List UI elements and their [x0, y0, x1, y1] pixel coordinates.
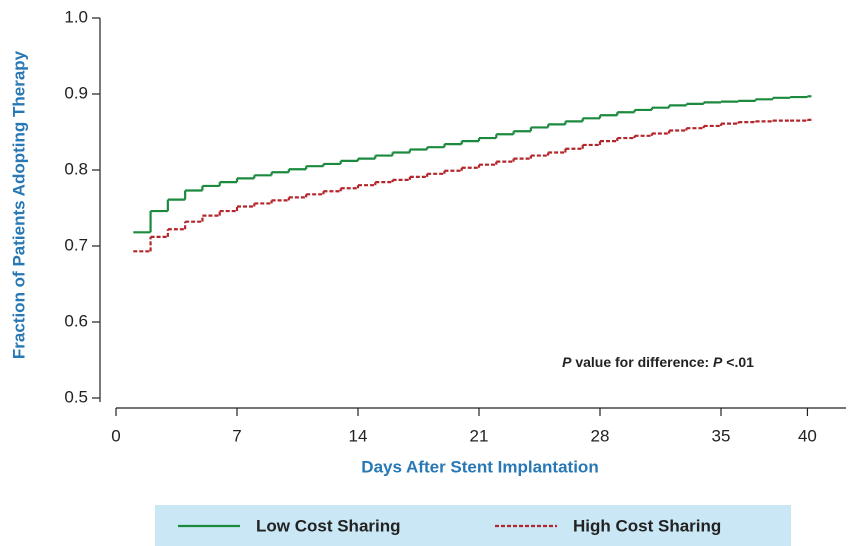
- x-tick-label: 28: [591, 426, 610, 445]
- x-tick-label: 35: [712, 426, 731, 445]
- y-tick-label: 0.5: [64, 387, 88, 406]
- y-tick-label: 0.7: [64, 235, 88, 254]
- legend-label: Low Cost Sharing: [256, 516, 401, 535]
- y-tick-label: 0.9: [64, 83, 88, 102]
- x-tick-label: 14: [349, 426, 368, 445]
- y-tick-label: 0.6: [64, 311, 88, 330]
- annotation-part: P: [562, 354, 572, 370]
- y-tick-label: 0.8: [64, 159, 88, 178]
- x-axis-title: Days After Stent Implantation: [361, 457, 598, 476]
- x-tick-label: 40: [798, 426, 817, 445]
- x-tick-label: 21: [470, 426, 489, 445]
- annotation-part: P: [713, 354, 723, 370]
- legend-box: [155, 505, 791, 546]
- y-tick-label: 1.0: [64, 7, 88, 26]
- x-tick-label: 7: [232, 426, 241, 445]
- legend-label: High Cost Sharing: [573, 516, 721, 535]
- annotation: P value for difference: P <.01: [562, 354, 754, 370]
- x-tick-label: 0: [111, 426, 120, 445]
- annotation-part: value for difference:: [571, 354, 713, 370]
- annotation-part: <.01: [722, 354, 754, 370]
- y-axis-title: Fraction of Patients Adopting Therapy: [9, 50, 28, 359]
